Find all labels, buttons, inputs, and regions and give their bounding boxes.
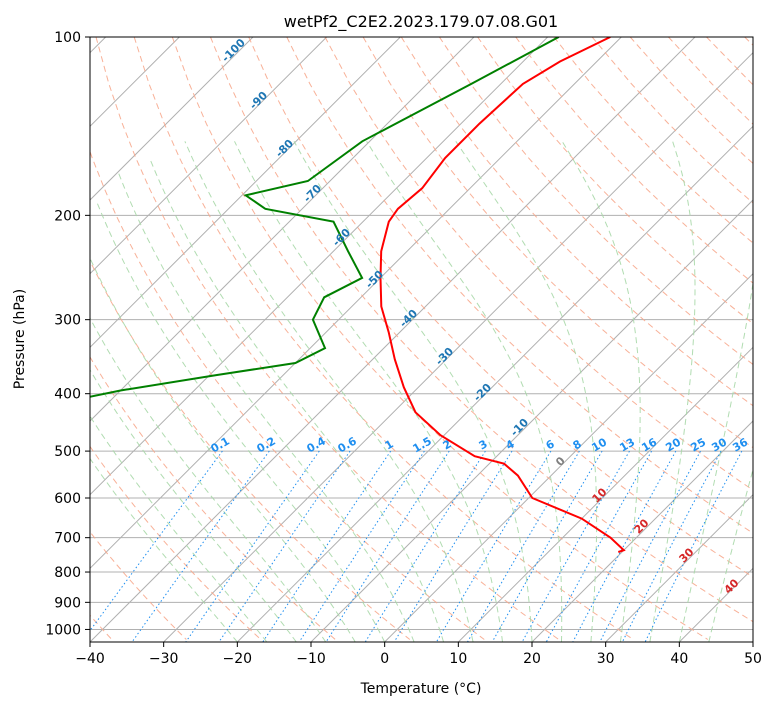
isotherm-line (90, 37, 622, 570)
y-tick-label: 200 (54, 208, 81, 224)
dry-adiabat-line (324, 37, 753, 491)
moist-adiabat-line (118, 173, 415, 642)
x-tick-label: −40 (75, 651, 105, 667)
mixing-ratio-line (545, 450, 653, 642)
moist-adiabat-line (708, 467, 753, 642)
mixing-ratio-line (521, 450, 630, 642)
x-tick-label: 10 (449, 651, 467, 667)
y-tick-label: 800 (54, 565, 81, 581)
dry-adiabat-line (90, 150, 485, 640)
moist-adiabat-line (90, 368, 297, 642)
isotherm-line (90, 37, 328, 275)
x-axis-label: Temperature (°C) (360, 681, 482, 697)
moist-adiabat-line (90, 317, 327, 642)
isotherm-line (90, 37, 549, 496)
y-tick-label: 900 (54, 595, 81, 611)
mixing-ratio-line (90, 450, 223, 632)
mixing-ratio-line (621, 450, 722, 642)
dry-adiabat-line (171, 37, 709, 640)
moist-adiabat-line (149, 157, 445, 642)
moist-adiabat-line (90, 256, 356, 642)
plot-area: -100-90-80-70-60-50-40-30-20-10010203040… (90, 37, 753, 642)
x-tick-label: 20 (523, 651, 541, 667)
isotherm-line (236, 125, 753, 642)
moist-adiabat-line (561, 141, 641, 642)
mixing-ratio-line (393, 450, 513, 642)
mixing-ratio-line (218, 450, 351, 642)
dry-adiabat-line (210, 37, 753, 623)
dewpoint-series-line (90, 37, 560, 398)
isotherm-line (90, 37, 254, 201)
moist-adiabat-line (366, 141, 563, 642)
isotherm-line (90, 37, 401, 349)
isotherm-line (605, 493, 753, 642)
y-tick-label: 300 (54, 313, 81, 329)
moist-adiabat-line (678, 280, 753, 642)
moist-adiabat-line (90, 457, 238, 642)
axes: −40 −30 −20 −10 0 10 20 30 40 50 100 200 300 400 500 60… (45, 30, 762, 667)
y-tick-label: 400 (54, 387, 81, 403)
dry-adiabat-line (400, 37, 753, 407)
y-tick-label: 500 (54, 444, 81, 460)
y-tick-label: 1000 (45, 622, 81, 638)
mixing-ratio-line (644, 450, 743, 642)
y-axis-label: Pressure (hPa) (12, 289, 28, 389)
plot-frame (89, 36, 754, 643)
temperature-series-line (379, 37, 626, 553)
mixing-ratio-line (572, 450, 677, 642)
x-tick-label: 30 (597, 651, 615, 667)
x-tick-label: 40 (670, 651, 688, 667)
mixing-ratio-line (491, 450, 603, 642)
isotherm-line (163, 51, 753, 642)
isotherm-line (384, 272, 753, 642)
moist-adiabat-line (649, 141, 696, 642)
mixing-ratio-line (599, 450, 701, 642)
dry-adiabat-line (286, 37, 753, 534)
x-tick-label: −30 (149, 651, 179, 667)
dry-adiabat-line (133, 37, 634, 640)
x-tick-label: −20 (223, 651, 253, 667)
y-tick-label: 600 (54, 491, 81, 507)
x-tick-label: 0 (380, 651, 389, 667)
x-tick-label: 50 (744, 651, 762, 667)
mixing-ratio-line (262, 450, 392, 642)
x-tick-label: −10 (296, 651, 326, 667)
moist-adiabat-line (234, 141, 503, 642)
y-tick-label: 100 (54, 30, 81, 46)
dry-adiabat-line (438, 37, 753, 366)
mixing-ratio-line (185, 450, 320, 642)
dry-adiabat-line (95, 37, 560, 640)
dry-adiabat-line (90, 356, 336, 640)
moist-adiabat-line (455, 141, 598, 642)
moist-adiabat-line (96, 201, 386, 642)
y-tick-label: 700 (54, 531, 81, 547)
isotherm-line (90, 37, 475, 422)
moist-adiabat-line (184, 141, 474, 642)
mixing-ratio-line (298, 450, 425, 642)
chart-title: wetPf2_C2E2.2023.179.07.08.G01 (284, 12, 558, 32)
moist-adiabat-line (90, 415, 268, 642)
dry-adiabat-line (90, 531, 187, 640)
isotherm-line (90, 37, 696, 642)
